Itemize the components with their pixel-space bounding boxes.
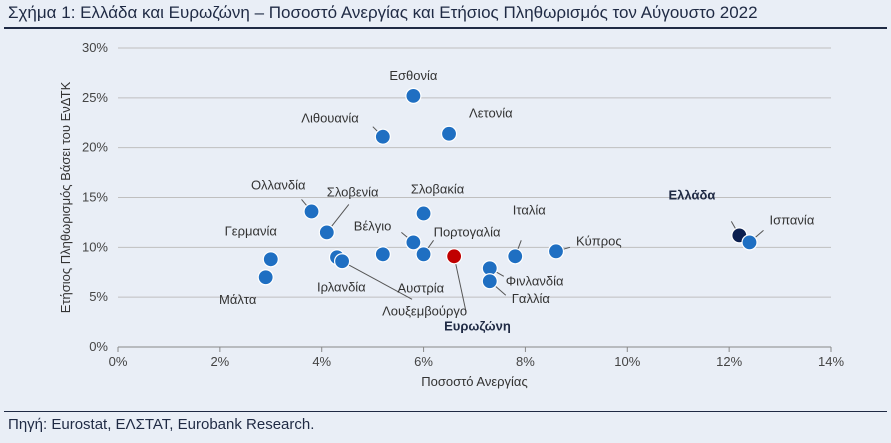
data-points: Εσθονία Λιθουανία Λετονία Ολλανδία Σλοβενία Σ… [257,87,758,290]
data-point: Γαλλία [481,273,498,290]
point-label: Ολλανδία [251,177,306,192]
data-point: Ισπανία [741,234,758,251]
x-tick-label: 12% [716,354,742,369]
data-point: Σλοβενία [318,224,335,241]
point-label: Μάλτα [219,292,257,307]
y-tick-label: 20% [82,140,108,155]
point-label: Ελλάδα [668,187,715,202]
y-tick-label: 10% [82,239,108,254]
leader-line [453,256,467,313]
data-point: Μάλτα [257,269,274,286]
data-point: Βέλγιο [405,234,422,251]
point-label: Αυστρία [397,280,444,295]
title-divider [4,27,887,29]
point-label: Γαλλία [512,291,551,306]
point-labels: Εσθονία Λιθουανία Λετονία Ολλανδία Σλοβενία Σ… [219,68,815,333]
x-tick-label: 2% [210,354,229,369]
point-label: Εσθονία [389,68,438,83]
axes [117,346,832,352]
data-point: Ολλανδία [303,203,320,220]
source-divider [4,411,887,412]
tick-labels: 0% 5% 10% 15% 20% 25% 30% 0% 2% 4% 6% 8% 10% 12% 14% [82,40,844,369]
y-tick-label: 15% [82,190,108,205]
x-tick-label: 6% [414,354,433,369]
x-tick-label: 14% [818,354,844,369]
x-axis-title: Ποσοστό Ανεργίας [421,374,527,389]
x-tick-label: 4% [312,354,331,369]
point-label: Σλοβακία [411,181,465,196]
point-label: Λετονία [469,106,513,121]
y-tick-label: 0% [89,339,108,354]
data-point: Πορτογαλία [415,246,432,263]
x-tick-label: 0% [109,354,128,369]
data-point: Εσθονία [405,87,422,104]
data-point: Λετονία [440,125,458,142]
x-tick-label: 10% [614,354,640,369]
x-tick-label: 8% [516,354,535,369]
point-label: Λιθουανία [301,111,359,126]
point-label: Φινλανδία [506,273,564,288]
point-label: Ευρωζώνη [444,318,511,333]
data-point: Λουξεμβούργο [333,253,351,270]
point-label: Ιταλία [513,202,546,217]
data-point: Γερμανία [262,251,279,268]
data-point: Αυστρία [374,246,391,263]
point-label: Βέλγιο [354,218,392,233]
data-point: Κύπρος [547,243,565,260]
grid-lines [118,47,831,298]
y-axis-title: Ετήσιος Πληθωρισμός Βάσει του ΕνΔΤΚ [58,81,73,313]
point-label: Ισπανία [770,212,815,227]
y-tick-label: 30% [82,40,108,55]
figure-title: Σχήμα 1: Ελλάδα και Ευρωζώνη – Ποσοστό Α… [8,3,758,22]
point-label: Σλοβενία [327,184,379,199]
data-point: Ιταλία [507,248,524,265]
point-label: Λουξεμβούργο [382,303,467,318]
point-label: Γερμανία [225,223,278,238]
y-tick-label: 5% [89,289,108,304]
point-label: Πορτογαλία [434,224,501,239]
leader-line [341,260,413,300]
data-point: Ευρωζώνη [446,248,463,265]
figure-source: Πηγή: Eurostat, ΕΛΣΤΑΤ, Eurobank Researc… [8,416,315,433]
data-point: Σλοβακία [415,205,432,222]
data-point: Λιθουανία [374,128,391,145]
y-tick-label: 25% [82,90,108,105]
scatter-chart: 0% 5% 10% 15% 20% 25% 30% 0% 2% 4% 6% 8% 10% 12% 14% Ε… [58,40,844,389]
point-label: Ιρλανδία [317,279,366,294]
point-label: Κύπρος [576,233,622,248]
